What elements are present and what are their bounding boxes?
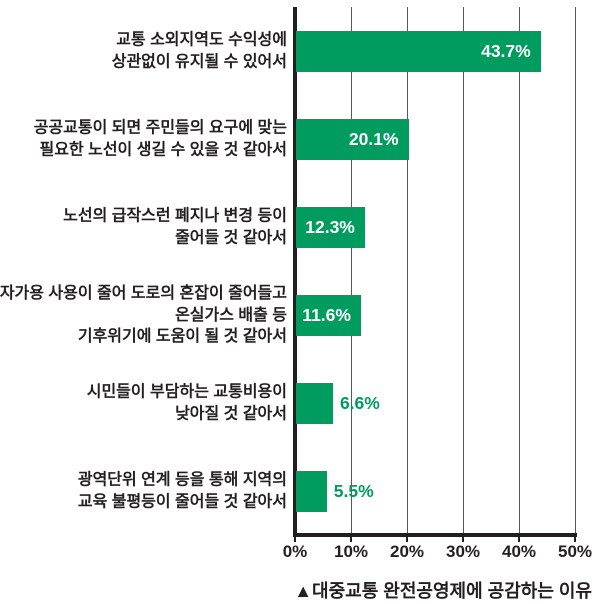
category-label-line: 낮아질 것 같아서	[175, 405, 287, 422]
x-tick-30pct	[462, 537, 464, 542]
x-tick-0pct	[294, 537, 296, 542]
bar: 11.6%	[296, 294, 361, 336]
y-axis-line	[293, 7, 297, 535]
bar: 20.1%	[296, 118, 409, 160]
category-label-line: 노선의 급작스런 폐지나 변경 등이	[63, 207, 287, 225]
category-label-line: 교통 소외지역도 수익성에	[116, 31, 287, 49]
x-tick-label-50pct: 50%	[557, 542, 593, 561]
gridline-30pct	[462, 7, 464, 535]
bar-value-label: 5.5%	[333, 480, 374, 501]
x-tick-10pct	[350, 537, 352, 542]
category-label-line: 줄어들 것 같아서	[175, 229, 287, 246]
category-label-line: 자가용 사용이 줄어 도로의 혼잡이 줄어들고	[0, 284, 287, 302]
x-axis-line	[293, 533, 577, 537]
x-tick-label-0pct: 0%	[282, 542, 308, 561]
category-label-line: 시민들이 부담하는 교통비용이	[86, 383, 287, 401]
x-tick-label-10pct: 10%	[333, 542, 369, 561]
category-label-line: 광역단위 연계 등을 통해 지역의	[77, 471, 287, 489]
category-label-line: 공공교통이 되면 주민들의 요구에 맞는	[33, 119, 287, 137]
category-label-line: 온실가스 배출 등	[175, 306, 287, 324]
bar-value-label: 6.6%	[339, 392, 380, 413]
x-tick-40pct	[518, 537, 520, 542]
x-tick-50pct	[574, 537, 576, 542]
bar-value-label: 11.6%	[302, 304, 351, 325]
gridline-20pct	[406, 7, 408, 535]
bar	[296, 470, 327, 512]
bar-value-label: 43.7%	[481, 40, 531, 61]
bar-value-label: 12.3%	[305, 216, 355, 237]
gridline-40pct	[518, 7, 520, 535]
category-label-line: 상관없이 유지될 수 있어서	[111, 53, 287, 70]
category-label-line: 기후위기에 도움이 될 것 같아서	[77, 327, 287, 345]
x-tick-label-20pct: 20%	[389, 542, 425, 561]
category-label-line: 필요한 노선이 생길 수 있을 것 같아서	[39, 141, 287, 158]
bar-value-label: 20.1%	[348, 128, 399, 149]
gridline-10pct	[350, 7, 352, 535]
bar: 12.3%	[296, 206, 365, 248]
chart-caption: ▲대중교통 완전공영제에 공감하는 이유	[294, 581, 592, 601]
bar: 43.7%	[296, 30, 541, 72]
x-tick-label-30pct: 30%	[445, 542, 481, 561]
gridline-50pct	[574, 7, 576, 535]
category-label-line: 교육 불평등이 줄어들 것 같아서	[77, 493, 287, 510]
x-tick-20pct	[406, 537, 408, 542]
bar	[296, 382, 333, 424]
x-tick-label-40pct: 40%	[501, 542, 537, 561]
